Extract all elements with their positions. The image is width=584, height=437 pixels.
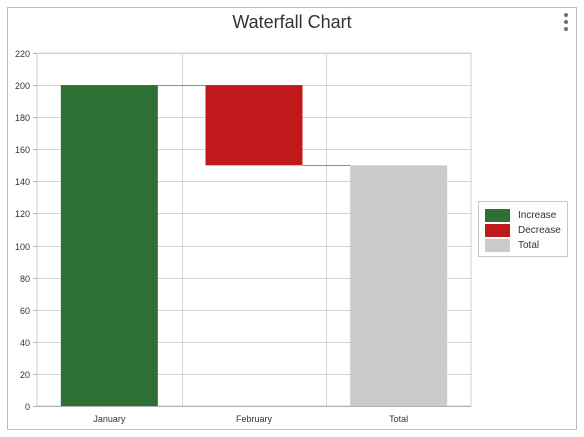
bar-decrease xyxy=(205,85,303,166)
legend-swatch xyxy=(485,224,510,237)
x-tick-label: January xyxy=(93,414,126,424)
y-tick-label: 160 xyxy=(15,145,30,155)
legend-swatch xyxy=(485,209,510,222)
y-tick-label: 140 xyxy=(15,177,30,187)
y-tick-label: 20 xyxy=(20,370,30,380)
menu-dot xyxy=(564,20,568,24)
y-tick-label: 80 xyxy=(20,274,30,284)
x-tick-label: February xyxy=(236,414,273,424)
y-tick-label: 120 xyxy=(15,209,30,219)
bar-total xyxy=(350,165,448,406)
legend-label: Total xyxy=(518,240,540,251)
legend-swatch xyxy=(485,239,510,252)
bar-increase xyxy=(60,85,158,406)
y-tick-label: 40 xyxy=(20,338,30,348)
legend-label: Decrease xyxy=(518,225,561,236)
y-tick-label: 200 xyxy=(15,81,30,91)
x-tick-label: Total xyxy=(389,414,408,424)
y-tick-label: 220 xyxy=(15,49,30,59)
more-options-icon[interactable] xyxy=(562,13,570,33)
y-tick-label: 60 xyxy=(20,306,30,316)
menu-dot xyxy=(564,13,568,17)
legend-label: Increase xyxy=(518,210,557,221)
y-tick-label: 180 xyxy=(15,113,30,123)
chart-title: Waterfall Chart xyxy=(232,12,352,32)
menu-dot xyxy=(564,27,568,31)
legend: Increase Decrease Total xyxy=(478,201,568,257)
y-tick-label: 0 xyxy=(25,402,30,412)
y-tick-label: 100 xyxy=(15,242,30,252)
